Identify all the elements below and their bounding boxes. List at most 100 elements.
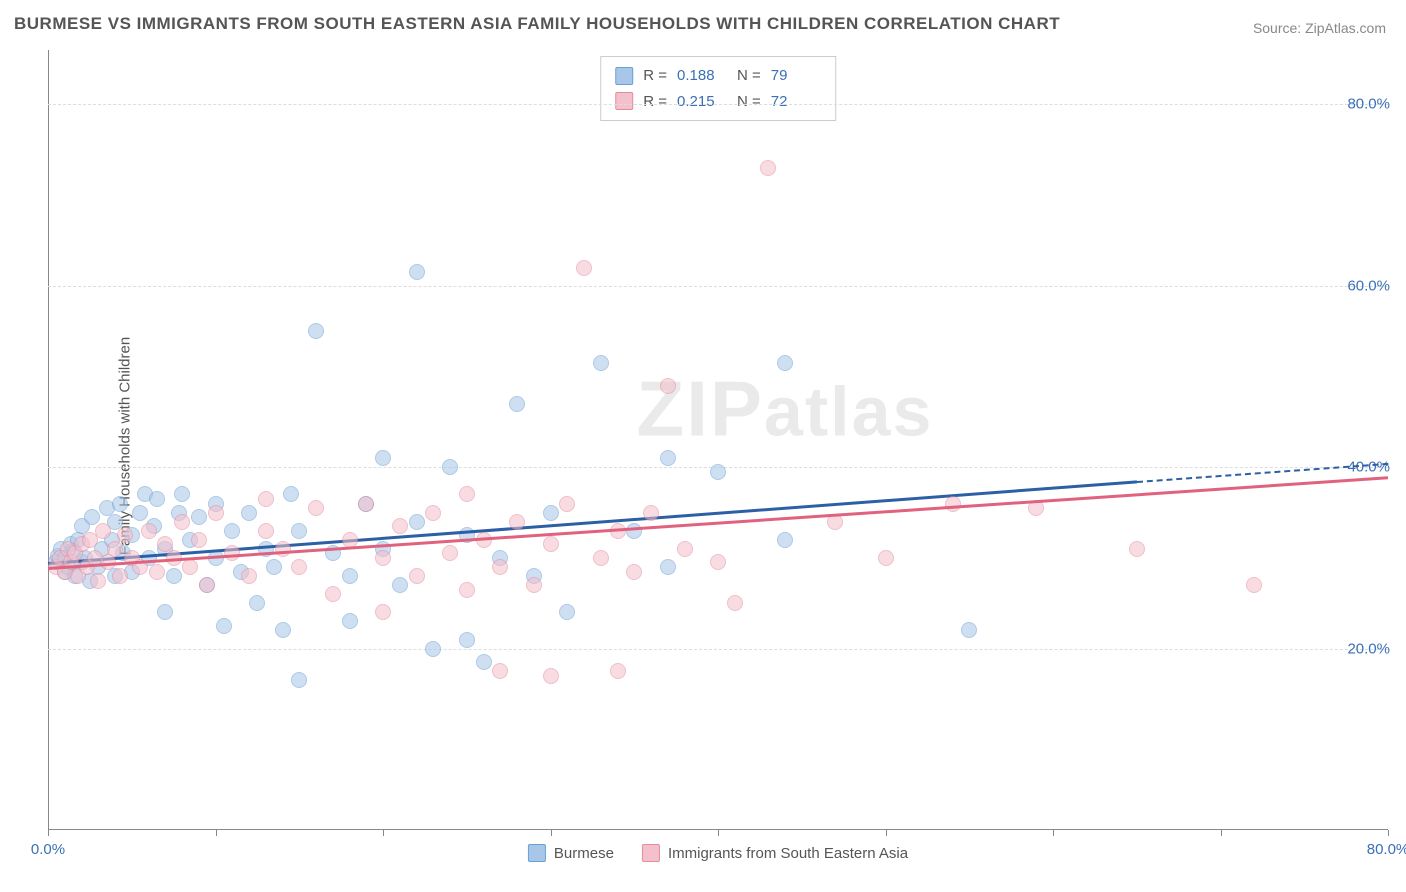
scatter-point	[199, 577, 215, 593]
scatter-point	[342, 568, 358, 584]
x-tick	[1221, 830, 1222, 836]
x-tick	[1388, 830, 1389, 836]
scatter-point	[308, 500, 324, 516]
scatter-point	[710, 464, 726, 480]
x-tick	[383, 830, 384, 836]
scatter-point	[961, 622, 977, 638]
scatter-point	[543, 536, 559, 552]
scatter-point	[610, 663, 626, 679]
scatter-point	[191, 532, 207, 548]
scatter-point	[308, 323, 324, 339]
scatter-point	[375, 450, 391, 466]
grid-line	[48, 286, 1388, 287]
scatter-point	[392, 518, 408, 534]
scatter-point	[442, 545, 458, 561]
scatter-point	[643, 505, 659, 521]
scatter-point	[325, 586, 341, 602]
watermark: ZIPatlas	[637, 363, 934, 454]
scatter-point	[141, 523, 157, 539]
scatter-point	[777, 532, 793, 548]
scatter-point	[224, 523, 240, 539]
scatter-point	[149, 564, 165, 580]
scatter-point	[660, 378, 676, 394]
x-tick	[886, 830, 887, 836]
scatter-point	[442, 459, 458, 475]
stats-row-2: R = 0.215 N = 72	[615, 89, 821, 115]
scatter-point	[95, 523, 111, 539]
scatter-point	[1246, 577, 1262, 593]
x-tick	[1053, 830, 1054, 836]
scatter-point	[174, 486, 190, 502]
x-tick-label: 0.0%	[31, 841, 65, 858]
scatter-point	[375, 604, 391, 620]
scatter-point	[132, 505, 148, 521]
scatter-point	[660, 450, 676, 466]
source-attribution: Source: ZipAtlas.com	[1253, 20, 1386, 36]
scatter-point	[358, 496, 374, 512]
scatter-point	[84, 509, 100, 525]
scatter-point	[425, 505, 441, 521]
scatter-point	[1129, 541, 1145, 557]
scatter-point	[409, 514, 425, 530]
scatter-point	[626, 564, 642, 580]
scatter-point	[174, 514, 190, 530]
swatch-pink	[615, 92, 633, 110]
scatter-point	[509, 514, 525, 530]
scatter-point	[112, 568, 128, 584]
scatter-point	[149, 491, 165, 507]
legend-item-2: Immigrants from South Eastern Asia	[642, 844, 908, 862]
scatter-point	[392, 577, 408, 593]
y-tick-label: 20.0%	[1347, 640, 1390, 657]
scatter-point	[182, 559, 198, 575]
scatter-point	[459, 486, 475, 502]
scatter-point	[266, 559, 282, 575]
y-tick-label: 80.0%	[1347, 96, 1390, 113]
scatter-point	[492, 663, 508, 679]
scatter-point	[291, 559, 307, 575]
legend-swatch-pink	[642, 844, 660, 862]
x-tick	[48, 830, 49, 836]
scatter-point	[878, 550, 894, 566]
scatter-point	[208, 505, 224, 521]
x-tick	[718, 830, 719, 836]
chart-title: BURMESE VS IMMIGRANTS FROM SOUTH EASTERN…	[14, 14, 1060, 34]
scatter-point	[409, 264, 425, 280]
scatter-point	[777, 355, 793, 371]
scatter-point	[241, 505, 257, 521]
scatter-point	[409, 568, 425, 584]
stats-legend-box: R = 0.188 N = 79 R = 0.215 N = 72	[600, 56, 836, 121]
legend-swatch-blue	[528, 844, 546, 862]
legend-bottom: Burmese Immigrants from South Eastern As…	[528, 844, 908, 862]
scatter-point	[258, 491, 274, 507]
x-tick	[551, 830, 552, 836]
scatter-point	[945, 496, 961, 512]
scatter-point	[275, 622, 291, 638]
scatter-point	[626, 523, 642, 539]
scatter-point	[291, 672, 307, 688]
scatter-point	[677, 541, 693, 557]
scatter-point	[459, 632, 475, 648]
scatter-point	[275, 541, 291, 557]
scatter-point	[459, 582, 475, 598]
scatter-point	[727, 595, 743, 611]
y-tick-label: 60.0%	[1347, 277, 1390, 294]
scatter-point	[112, 496, 128, 512]
scatter-point	[509, 396, 525, 412]
scatter-point	[492, 559, 508, 575]
scatter-point	[166, 568, 182, 584]
scatter-point	[249, 595, 265, 611]
legend-item-1: Burmese	[528, 844, 614, 862]
scatter-point	[375, 550, 391, 566]
scatter-point	[107, 541, 123, 557]
scatter-point	[559, 604, 575, 620]
scatter-point	[241, 568, 257, 584]
scatter-point	[526, 577, 542, 593]
scatter-point	[476, 654, 492, 670]
scatter-point	[760, 160, 776, 176]
x-tick-label: 80.0%	[1367, 841, 1406, 858]
scatter-point	[543, 505, 559, 521]
scatter-point	[117, 527, 133, 543]
scatter-point	[90, 573, 106, 589]
scatter-point	[283, 486, 299, 502]
scatter-point	[425, 641, 441, 657]
